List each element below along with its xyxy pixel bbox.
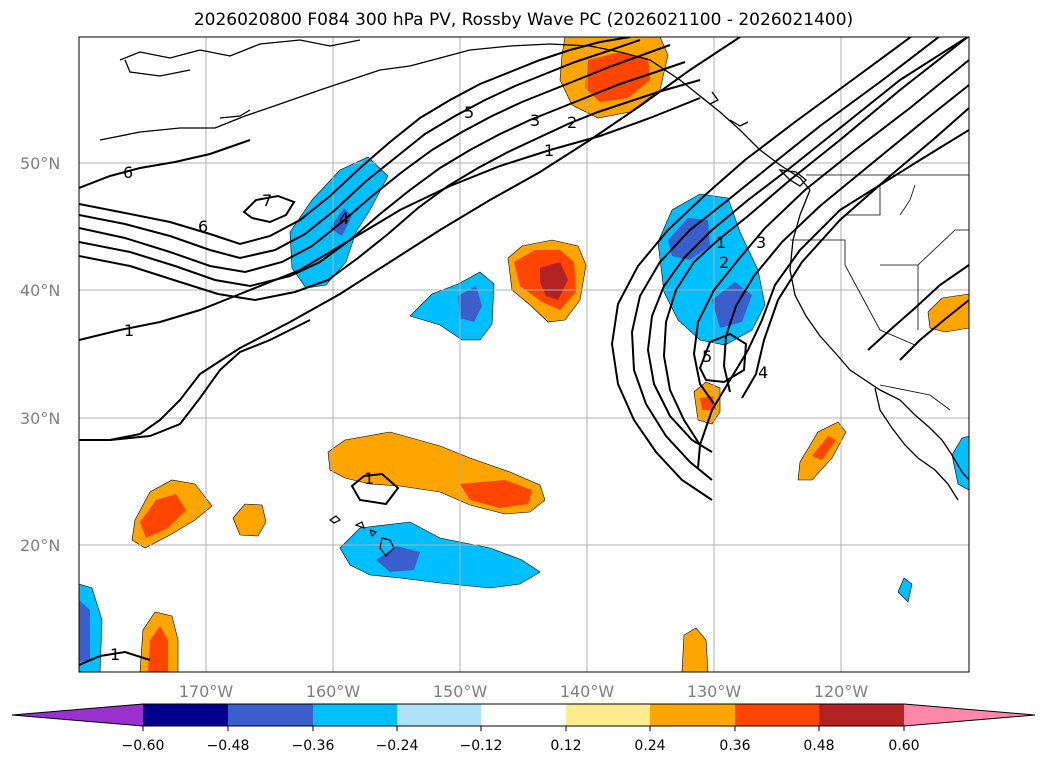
colorbar-tick-label: −0.36 <box>292 738 335 754</box>
lon-tick-label: 160°W <box>306 682 361 701</box>
anomaly-small-west <box>232 503 267 537</box>
contour-wave-4 <box>79 61 686 288</box>
colorbar-segment <box>143 704 228 726</box>
colorbar-tick-label: 0.48 <box>803 738 834 754</box>
contour-label: 2 <box>719 253 729 272</box>
contour-label: 7 <box>262 191 272 210</box>
contour-label: 6 <box>198 217 208 236</box>
contour-label: 5 <box>702 347 712 366</box>
colorbar-tick-label: −0.48 <box>207 738 250 754</box>
lon-tick-label: 130°W <box>687 682 742 701</box>
contour-wave-1 <box>79 37 631 246</box>
contour-7-loop <box>242 194 296 224</box>
contour-labels: 6 7 6 4 1 5 3 2 1 1 2 3 5 4 1 1 <box>110 103 768 664</box>
coast-baja <box>874 387 959 501</box>
contour-6-north <box>79 139 251 189</box>
colorbar-tick-label: −0.12 <box>460 738 503 754</box>
contour-label: 6 <box>123 163 133 182</box>
contour-1-southwest <box>79 650 151 666</box>
contour-label: 1 <box>364 469 374 488</box>
contour-trough-wrap-2 <box>610 37 913 501</box>
contour-trough-outer-3 <box>722 84 969 393</box>
anomaly-mexico-edge <box>951 435 969 491</box>
lon-tick-label: 170°W <box>179 682 234 701</box>
colorbar-segment <box>313 704 397 726</box>
colorbar-tick-label: 0.24 <box>634 738 665 754</box>
contour-label: 5 <box>464 103 474 122</box>
negative-anomaly-shading <box>79 156 969 672</box>
colorbar-extend-right <box>904 704 1035 726</box>
colorbar-segment <box>397 704 481 726</box>
contour-label: 1 <box>716 233 726 252</box>
contour-1-loop <box>350 472 400 506</box>
pv-contours <box>79 37 969 666</box>
colorbar-segment <box>735 704 819 726</box>
lat-tick-label: 30°N <box>20 409 60 428</box>
chart-title: 2026020800 F084 300 hPa PV, Rossby Wave … <box>193 10 854 30</box>
contour-trough-wrap-1 <box>630 37 941 481</box>
contour-trough-inner <box>646 37 969 453</box>
colorbar-tick-label: −0.60 <box>122 738 165 754</box>
contour-label: 2 <box>567 113 577 132</box>
coast-alaska-north <box>119 39 361 61</box>
map-plot-area: 6 7 6 4 1 5 3 2 1 1 2 3 5 4 1 1 <box>79 37 969 672</box>
hawaii-islands <box>328 515 395 557</box>
lat-tick-label: 40°N <box>20 281 60 300</box>
colorbar-segment <box>819 704 904 726</box>
contour-label: 3 <box>756 233 766 252</box>
anomaly-south-central <box>681 627 709 672</box>
anomaly-tiny-east <box>897 577 913 603</box>
colorbar-tick-label: 0.36 <box>719 738 750 754</box>
colorbar: −0.60 −0.48 −0.36 −0.24 −0.12 0.12 0.24 … <box>11 703 1036 754</box>
coast-bc-islands <box>778 169 807 187</box>
colorbar-segment <box>228 704 313 726</box>
contour-trough-wrap-3 <box>109 37 741 441</box>
contour-label: 1 <box>110 645 120 664</box>
contour-trough-1 <box>697 129 969 469</box>
lon-tick-label: 120°W <box>814 682 869 701</box>
political-borders <box>790 174 969 411</box>
contour-wave-2 <box>79 39 641 260</box>
contour-label: 3 <box>530 111 540 130</box>
colorbar-segment <box>650 704 735 726</box>
colorbar-tick-label: 0.12 <box>550 738 581 754</box>
contour-se-1 <box>867 264 969 351</box>
lon-tick-label: 150°W <box>433 682 488 701</box>
coast-alaska <box>99 43 811 191</box>
contour-label: 1 <box>544 141 554 160</box>
colorbar-segment <box>566 704 650 726</box>
contour-trough-outer-1 <box>662 37 969 446</box>
contour-trough-outer-4 <box>741 107 969 399</box>
anomaly-southwest-us <box>927 293 969 333</box>
contour-wave-3 <box>79 44 671 274</box>
lat-tick-label: 50°N <box>20 154 60 173</box>
colorbar-tick-label: 0.60 <box>888 738 919 754</box>
lon-tick-labels: 170°W 160°W 150°W 140°W 130°W 120°W <box>179 682 869 701</box>
colorbar-tick-label: −0.24 <box>376 738 419 754</box>
colorbar-extend-left <box>12 704 143 726</box>
contour-loop-5 <box>698 332 748 384</box>
lat-tick-labels: 50°N 40°N 30°N 20°N <box>20 154 60 555</box>
colorbar-segment <box>481 704 566 726</box>
contour-se-2 <box>899 299 969 361</box>
map-frame <box>78 36 970 673</box>
contour-wave-5 <box>79 79 701 302</box>
contour-label: 4 <box>758 363 768 382</box>
contour-trough-outer-2 <box>692 59 969 405</box>
contour-label: 4 <box>339 209 349 228</box>
lat-tick-label: 20°N <box>20 536 60 555</box>
contour-label: 1 <box>124 321 134 340</box>
lon-tick-label: 140°W <box>560 682 615 701</box>
